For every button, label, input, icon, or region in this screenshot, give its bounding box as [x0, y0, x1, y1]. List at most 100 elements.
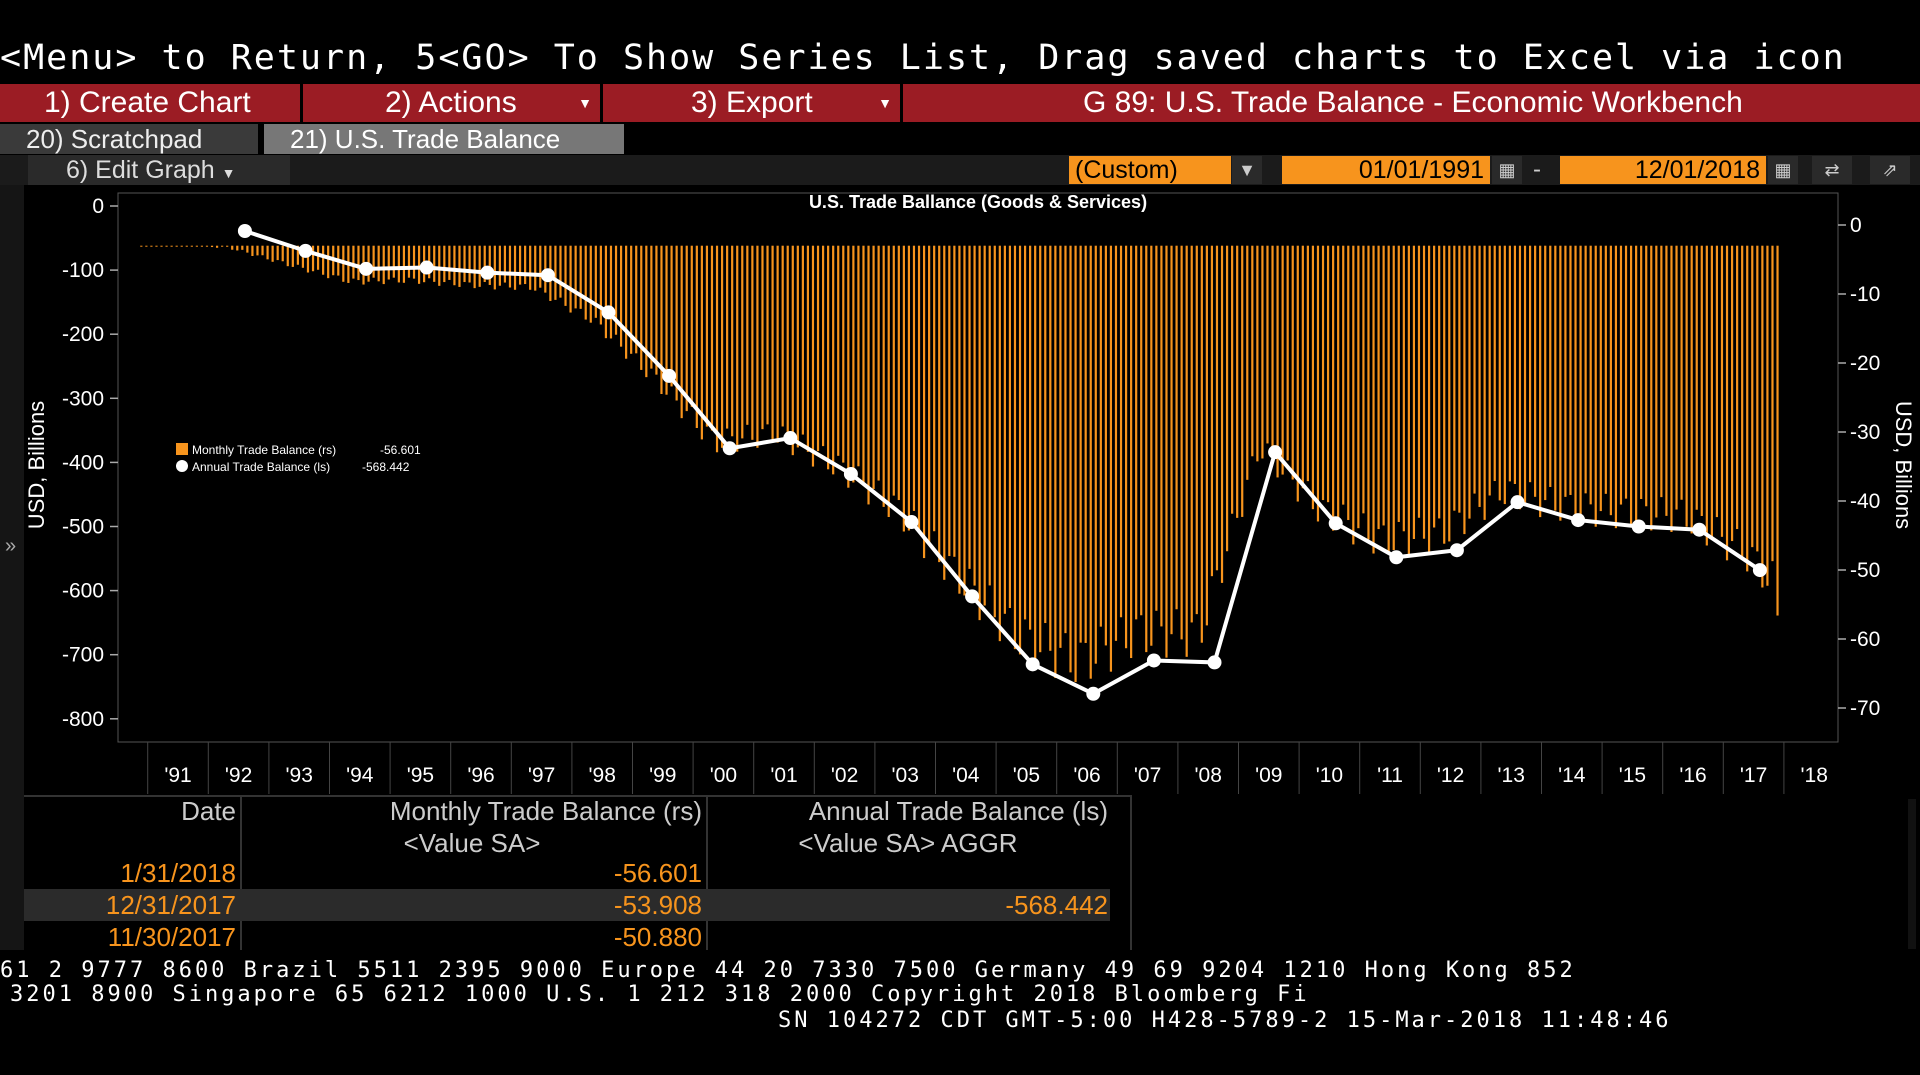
calendar-icon[interactable]: ▦ [1492, 156, 1522, 184]
monthly-bar [892, 245, 895, 496]
monthly-bar [1771, 245, 1774, 562]
monthly-bar [1508, 245, 1511, 482]
monthly-bar [1074, 245, 1077, 683]
side-collapse-strip[interactable]: » [0, 155, 24, 950]
tab-us-trade-balance[interactable]: 21) U.S. Trade Balance [264, 124, 624, 154]
monthly-bar [1705, 245, 1708, 546]
monthly-bar [1099, 245, 1102, 627]
monthly-bar [680, 245, 683, 419]
monthly-bar [1200, 245, 1203, 643]
monthly-bar [579, 245, 582, 309]
legend-label-monthly: Monthly Trade Balance (rs) [192, 443, 336, 457]
monthly-bar [1407, 245, 1410, 556]
right-axis-tick-label: -10 [1850, 283, 1880, 306]
monthly-bar [1453, 245, 1456, 511]
monthly-bar [695, 245, 698, 429]
actions-label: 2) Actions [385, 86, 517, 119]
refresh-icon[interactable]: ⇄ [1812, 156, 1852, 184]
monthly-bar [1483, 245, 1486, 520]
monthly-bar [1362, 245, 1365, 514]
calendar-icon[interactable]: ▦ [1768, 156, 1798, 184]
monthly-bar [382, 245, 385, 285]
period-dropdown-caret-icon[interactable]: ▼ [1232, 156, 1262, 184]
monthly-bar [286, 245, 289, 267]
monthly-bar [1342, 245, 1345, 505]
edit-graph-button[interactable]: 6) Edit Graph ▼ [28, 155, 290, 185]
monthly-bar [210, 245, 214, 248]
table-row[interactable]: 11/30/2017 -50.880 [24, 921, 1110, 953]
monthly-bar [1478, 245, 1481, 507]
monthly-bar [1185, 245, 1188, 657]
right-axis-tick-label: -60 [1850, 628, 1880, 651]
monthly-bar [271, 245, 274, 262]
header-monthly[interactable]: Monthly Trade Balance (rs) [389, 796, 702, 826]
monthly-bar [1574, 245, 1577, 521]
monthly-bar [554, 245, 557, 300]
monthly-bar [407, 245, 411, 278]
annual-point [480, 265, 495, 280]
expand-arrow-icon[interactable]: » [5, 535, 17, 557]
table-row[interactable]: 1/31/2018 -56.601 [24, 857, 1110, 889]
right-axis-tick-label: -20 [1850, 352, 1880, 375]
monthly-bar [1124, 245, 1128, 649]
monthly-bar [897, 245, 900, 501]
monthly-bar [852, 245, 855, 483]
monthly-bar [690, 245, 693, 407]
monthly-bar [1609, 245, 1612, 516]
monthly-bar [1645, 245, 1648, 507]
monthly-bar [276, 245, 279, 261]
annual-point [1752, 563, 1767, 578]
tab-scratchpad[interactable]: 20) Scratchpad [0, 124, 258, 154]
monthly-bar [973, 245, 976, 586]
monthly-bar [781, 245, 784, 427]
monthly-bar [1140, 245, 1143, 616]
header-annual[interactable]: Annual Trade Balance (ls) [808, 796, 1108, 826]
monthly-bar [1054, 245, 1057, 679]
table-row[interactable]: 12/31/2017 -53.908 -568.442 [24, 889, 1110, 921]
monthly-bar [1387, 245, 1390, 554]
annual-point [540, 268, 555, 283]
monthly-bar [842, 245, 845, 463]
monthly-bar [241, 245, 244, 250]
monthly-bar [1650, 245, 1653, 531]
monthly-bar [1569, 245, 1572, 495]
cell-monthly: -56.601 [613, 858, 702, 888]
monthly-bar [1311, 245, 1315, 510]
monthly-bar [357, 245, 360, 281]
create-chart-menu[interactable]: 1) Create Chart [0, 84, 303, 122]
monthly-bar [912, 245, 916, 511]
annual-point [298, 243, 313, 258]
monthly-bar [746, 245, 749, 425]
monthly-bar [377, 245, 380, 282]
vertical-scrollbar[interactable] [1908, 799, 1916, 949]
annual-point [662, 368, 677, 383]
monthly-bar [660, 245, 663, 395]
monthly-bar [160, 245, 163, 247]
monthly-bar [251, 245, 254, 256]
monthly-bar [539, 245, 542, 288]
monthly-bar [1215, 245, 1219, 571]
monthly-bar [1685, 245, 1688, 527]
end-date-input[interactable]: 12/01/2018 [1560, 156, 1766, 184]
header-date[interactable]: Date [181, 796, 236, 826]
command-line: <Menu> to Return, 5<GO> To Show Series L… [0, 38, 1846, 78]
monthly-bar [1135, 245, 1138, 620]
monthly-bar [1559, 245, 1562, 521]
export-menu[interactable]: 3) Export ▼ [603, 84, 903, 122]
monthly-bar [165, 245, 168, 247]
monthly-bar [372, 245, 375, 278]
monthly-bar [1579, 245, 1582, 518]
monthly-bar [943, 245, 946, 580]
monthly-bar [1725, 245, 1729, 561]
monthly-bar [1104, 245, 1107, 646]
monthly-bar [1165, 245, 1168, 658]
x-axis-tick-label: '17 [1740, 764, 1767, 787]
period-select[interactable]: (Custom) [1069, 156, 1231, 184]
monthly-bar [574, 245, 577, 309]
actions-menu[interactable]: 2) Actions ▼ [303, 84, 603, 122]
monthly-bar [665, 245, 668, 395]
popout-icon[interactable]: ⇗ [1870, 156, 1910, 184]
monthly-bar [1564, 245, 1567, 497]
monthly-bar [1064, 245, 1067, 634]
start-date-input[interactable]: 01/01/1991 [1282, 156, 1490, 184]
